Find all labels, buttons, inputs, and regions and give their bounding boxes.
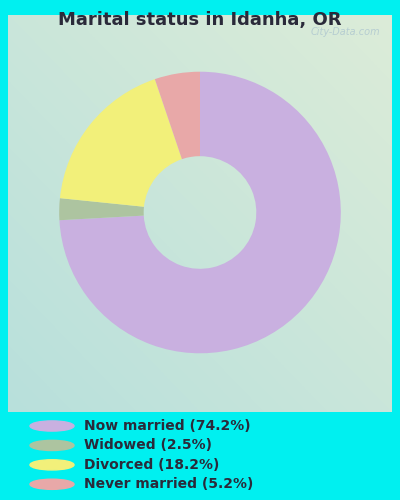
Text: Now married (74.2%): Now married (74.2%) bbox=[84, 419, 251, 433]
Text: Never married (5.2%): Never married (5.2%) bbox=[84, 478, 253, 492]
Text: Widowed (2.5%): Widowed (2.5%) bbox=[84, 438, 212, 452]
Circle shape bbox=[30, 479, 74, 490]
Wedge shape bbox=[60, 72, 341, 354]
Wedge shape bbox=[155, 72, 200, 159]
Text: Marital status in Idanha, OR: Marital status in Idanha, OR bbox=[58, 11, 342, 29]
Wedge shape bbox=[60, 79, 182, 207]
Circle shape bbox=[30, 421, 74, 431]
Text: Divorced (18.2%): Divorced (18.2%) bbox=[84, 458, 219, 472]
Circle shape bbox=[30, 440, 74, 450]
Circle shape bbox=[30, 460, 74, 470]
Wedge shape bbox=[59, 198, 144, 220]
Text: City-Data.com: City-Data.com bbox=[311, 27, 380, 37]
